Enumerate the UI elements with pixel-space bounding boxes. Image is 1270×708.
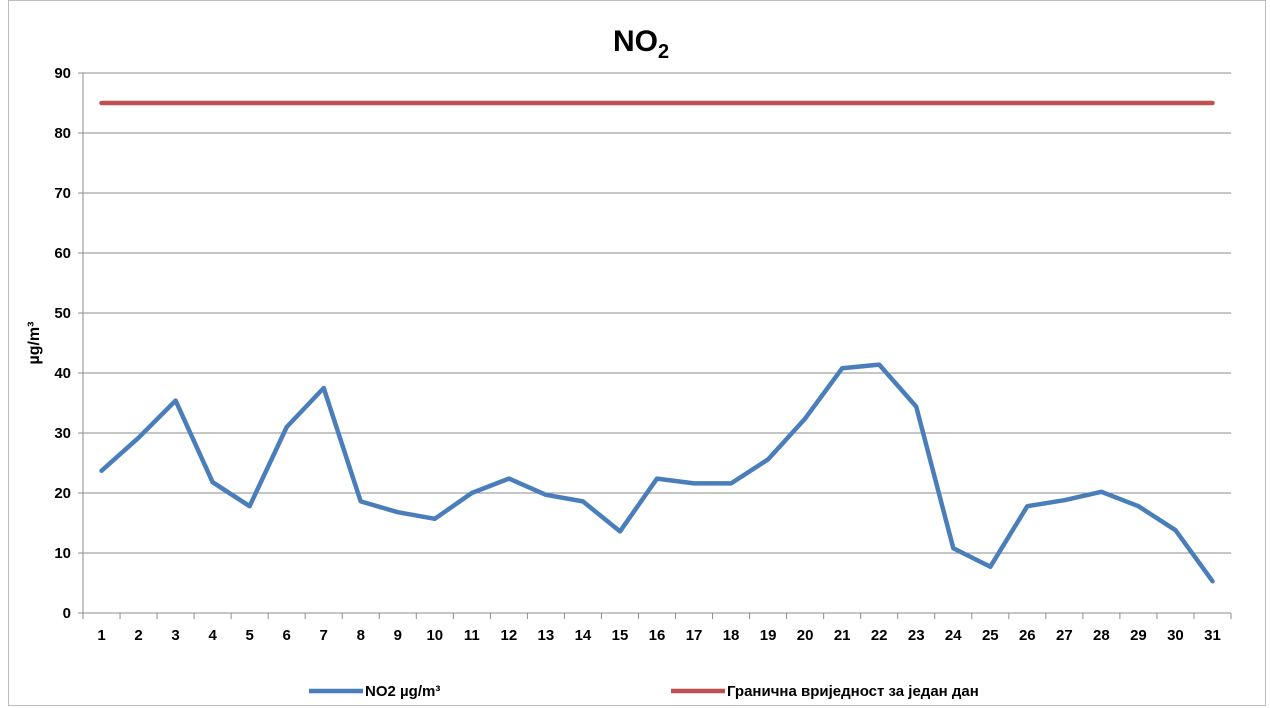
legend: NO2 µg/m³ Гранична вриједност за један да… (309, 683, 979, 700)
x-tick-label: 12 (501, 627, 518, 644)
y-tick-label: 10 (54, 545, 71, 562)
x-tick-label: 17 (686, 627, 703, 644)
x-tick-label: 22 (871, 627, 888, 644)
legend-label-1: NO2 µg/m³ (365, 683, 440, 700)
x-tick-label: 23 (908, 627, 925, 644)
x-tick-label: 15 (612, 627, 629, 644)
y-tick-label: 70 (54, 185, 71, 202)
axes (78, 72, 1232, 619)
x-tick-label: 25 (982, 627, 999, 644)
x-tick-label: 28 (1093, 627, 1110, 644)
y-tick-label: 30 (54, 425, 71, 442)
x-tick-label: 6 (283, 627, 291, 644)
x-tick-label: 21 (834, 627, 851, 644)
x-tick-label: 14 (575, 627, 592, 644)
y-tick-label: 60 (54, 245, 71, 262)
x-tick-label: 9 (394, 627, 402, 644)
x-tick-label: 2 (134, 627, 142, 644)
x-tick-label: 5 (245, 627, 253, 644)
x-tick-label: 4 (208, 627, 217, 644)
x-tick-label: 11 (464, 627, 480, 644)
y-tick-label: 80 (54, 125, 71, 142)
y-tick-label: 50 (54, 305, 71, 322)
series-line-1 (99, 362, 1215, 584)
chart-title: NO2 (613, 25, 669, 63)
gridlines (83, 72, 1231, 554)
x-tick-label: 26 (1019, 627, 1036, 644)
x-tick-label: 3 (171, 627, 179, 644)
x-tick-label: 29 (1130, 627, 1147, 644)
legend-label-2: Гранична вриједност за један дан (727, 683, 979, 700)
x-tick-label: 16 (649, 627, 666, 644)
y-tick-label: 20 (54, 485, 71, 502)
x-tick-label: 10 (426, 627, 443, 644)
y-tick-labels: 0 10 20 30 40 50 60 70 80 90 (54, 65, 71, 622)
y-tick-label: 40 (54, 365, 71, 382)
x-tick-label: 20 (797, 627, 814, 644)
y-tick-label: 90 (54, 65, 71, 82)
x-tick-label: 18 (723, 627, 740, 644)
x-tick-label: 31 (1204, 627, 1221, 644)
x-tick-label: 1 (97, 627, 105, 644)
x-tick-label: 7 (320, 627, 328, 644)
y-axis-label: µg/m³ (26, 322, 43, 365)
series-lines (99, 100, 1215, 584)
y-tick-label: 0 (63, 605, 71, 622)
x-tick-label: 8 (357, 627, 365, 644)
x-tick-label: 13 (538, 627, 555, 644)
x-tick-label: 24 (945, 627, 962, 644)
x-tick-label: 27 (1056, 627, 1073, 644)
x-tick-labels: 1 2 3 4 5 6 7 8 9 10 11 12 13 14 15 16 17 18 19 20 21 22 23 24 2… (97, 627, 1220, 644)
x-tick-label: 30 (1167, 627, 1184, 644)
x-tick-label: 19 (760, 627, 777, 644)
